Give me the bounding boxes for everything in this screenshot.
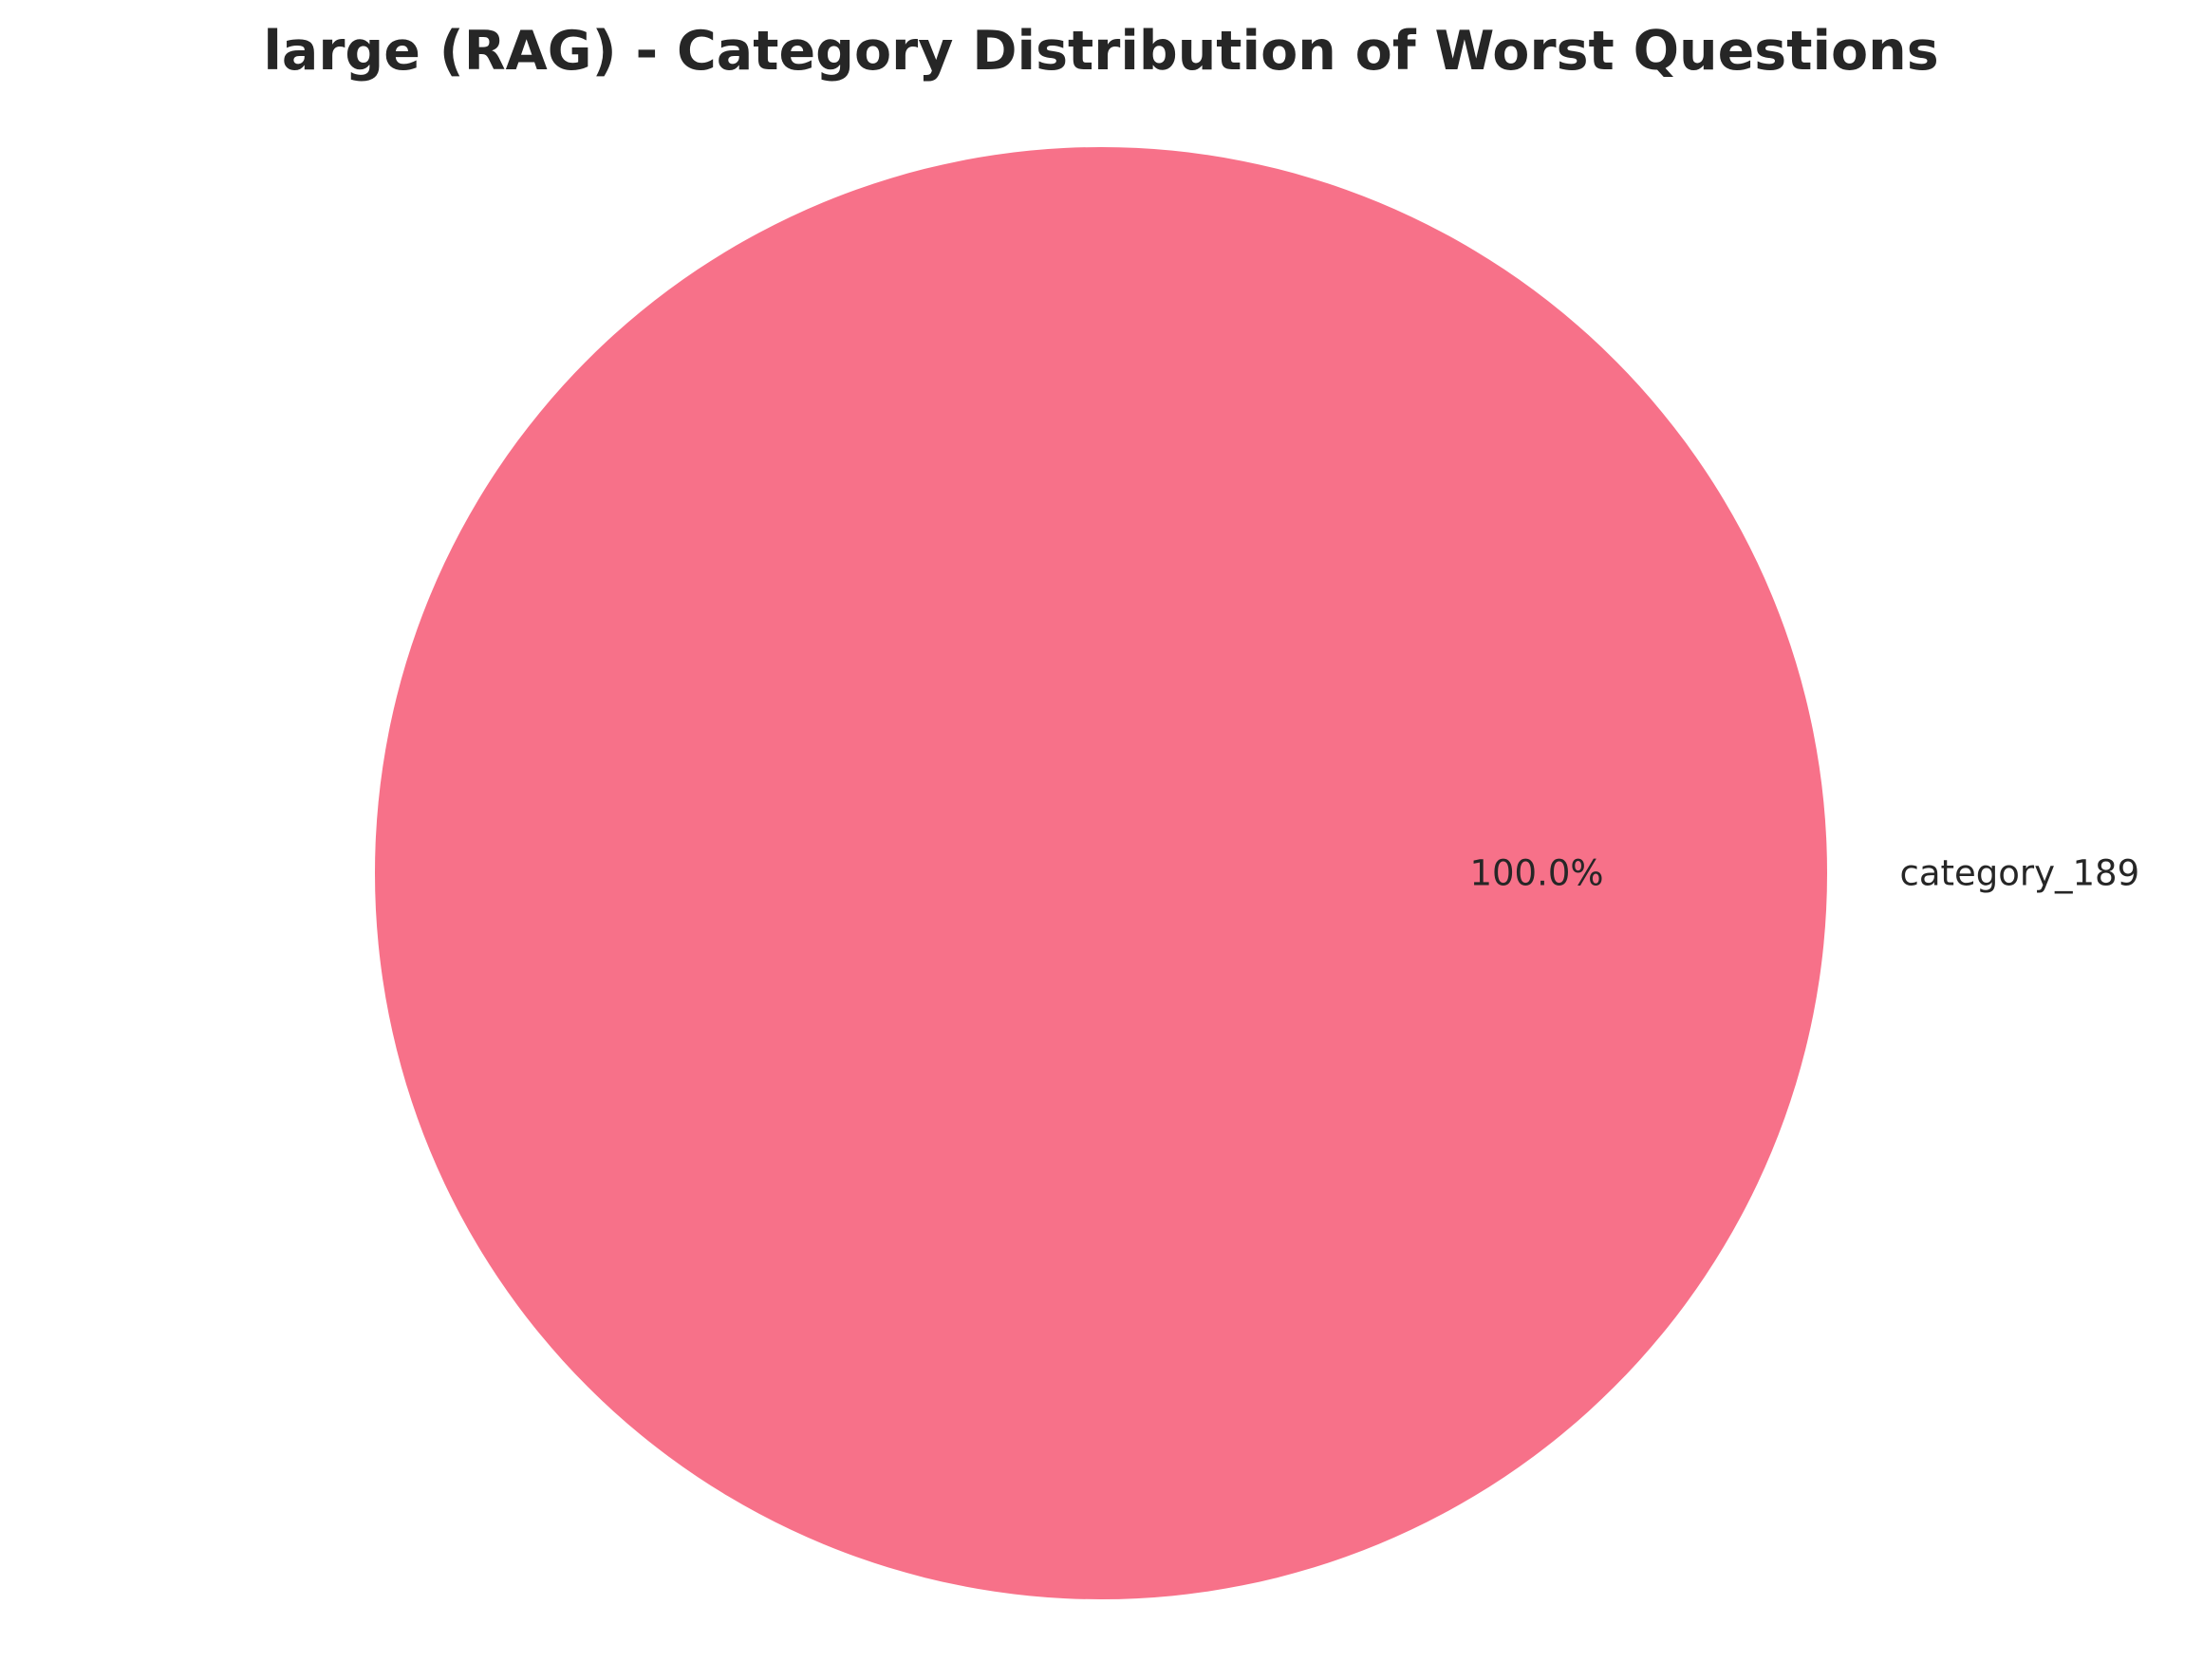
pie-slice-category_189 bbox=[375, 147, 1827, 1599]
slice-percent-label: 100.0% bbox=[1469, 853, 1603, 894]
pie-slices bbox=[375, 147, 1827, 1599]
chart-title: large (RAG) - Category Distribution of W… bbox=[263, 20, 1938, 83]
slice-label: category_189 bbox=[1900, 853, 2140, 894]
pie-labels: category_189 100.0% bbox=[1469, 853, 2139, 894]
